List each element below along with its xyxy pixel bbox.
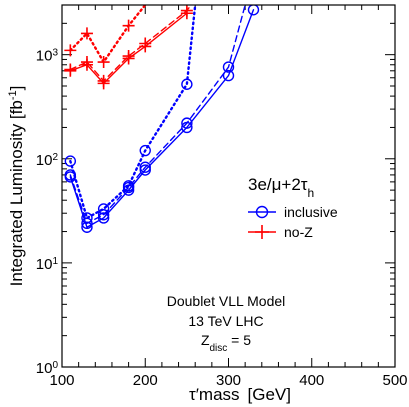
x-tick-label: 100 — [49, 372, 74, 389]
series-line-inclusive-dotted — [69, 5, 197, 220]
data-point-noz — [180, 5, 193, 17]
legend-title: 3e/μ+2τh — [248, 175, 314, 200]
series-line-inclusive-dashed — [69, 5, 246, 225]
data-point-inclusive — [247, 5, 260, 16]
data-point-inclusive — [97, 209, 110, 221]
data-point-inclusive — [181, 78, 193, 90]
legend-circle-marker-icon — [255, 205, 269, 219]
data-point-noz — [80, 27, 93, 40]
legend-entry-inclusive: inclusive — [248, 204, 338, 220]
y-tick-label: 102 — [36, 151, 59, 169]
data-point-inclusive — [64, 155, 77, 167]
legend-plus-marker-icon — [255, 225, 269, 239]
data-point-inclusive — [122, 180, 135, 192]
data-point-noz — [97, 74, 110, 87]
plot-frame — [61, 4, 396, 368]
data-point-noz — [139, 37, 152, 50]
legend: 3e/μ+2τh inclusive no-Z — [248, 175, 338, 240]
annotation-line-3: Zdisc = 5 — [201, 332, 251, 354]
data-point-noz — [64, 63, 77, 76]
annotation-line-1: Doublet VLL Model — [167, 293, 286, 309]
series-line-inclusive-solid — [69, 9, 255, 229]
legend-label-noz: no-Z — [284, 224, 313, 240]
model-annotation: Doublet VLL Model 13 TeV LHC Zdisc = 5 — [167, 293, 286, 354]
data-point-inclusive — [81, 212, 93, 224]
data-point-inclusive — [222, 61, 235, 73]
x-tick-label: 200 — [133, 372, 158, 389]
data-series — [64, 5, 260, 233]
x-axis-label: τ′mass [GeV] — [189, 385, 291, 404]
series-line-noz-solid — [69, 12, 188, 85]
data-point-noz — [64, 44, 77, 57]
y-tick-label: 100 — [36, 360, 59, 378]
y-axis-label: Integrated Luminosity [fb-1] — [7, 86, 26, 287]
x-tick-label: 300 — [216, 372, 241, 389]
data-point-inclusive — [139, 164, 151, 176]
data-point-noz — [122, 50, 135, 63]
annotation-line-2: 13 TeV LHC — [188, 313, 263, 329]
data-point-inclusive — [222, 69, 235, 82]
legend-label-inclusive: inclusive — [284, 204, 338, 220]
data-point-inclusive — [181, 117, 193, 129]
legend-entry-noz: no-Z — [248, 224, 313, 240]
x-tick-label: 500 — [382, 372, 407, 389]
y-tick-label: 101 — [36, 255, 59, 273]
data-point-noz — [97, 56, 110, 69]
y-axis-label-exponent: -1 — [7, 90, 19, 100]
y-tick-label: 103 — [36, 47, 59, 65]
data-point-inclusive — [97, 203, 110, 215]
data-point-noz — [80, 56, 93, 69]
data-point-inclusive — [139, 161, 151, 173]
axes: 100 200 300 400 500 100 101 102 103 — [36, 4, 408, 389]
data-point-noz — [122, 19, 135, 32]
x-tick-label: 400 — [299, 372, 324, 389]
series-line-noz-dashed — [69, 5, 192, 82]
data-point-inclusive — [139, 144, 151, 157]
